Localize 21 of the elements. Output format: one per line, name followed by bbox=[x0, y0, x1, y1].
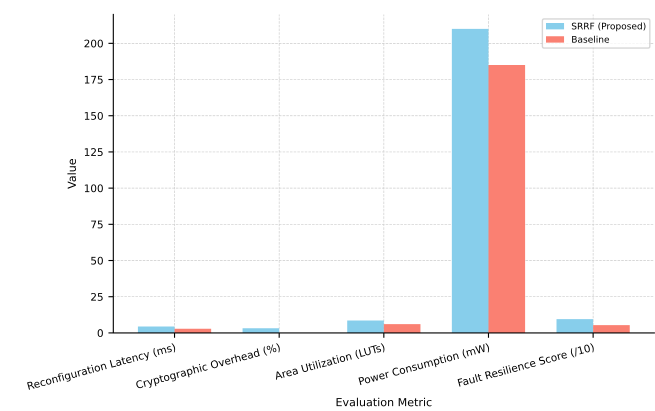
legend-label: SRRF (Proposed) bbox=[572, 22, 646, 32]
bar bbox=[138, 326, 175, 333]
bar bbox=[452, 28, 488, 333]
y-tick-label: 125 bbox=[84, 148, 103, 156]
bar bbox=[174, 328, 212, 333]
y-tick-label: 0 bbox=[98, 329, 103, 338]
bar bbox=[593, 325, 630, 333]
y-tick-label: 25 bbox=[91, 292, 103, 301]
y-tick-label: 200 bbox=[84, 40, 103, 48]
y-tick-label: 175 bbox=[84, 76, 103, 84]
bar bbox=[384, 324, 420, 333]
x-axis-title: Evaluation Metric bbox=[336, 398, 432, 406]
legend-label: Baseline bbox=[572, 36, 610, 43]
y-axis-title: Value bbox=[67, 158, 76, 189]
bar bbox=[556, 319, 594, 333]
bar bbox=[347, 320, 384, 333]
bar bbox=[488, 65, 526, 333]
y-tick-label: 75 bbox=[91, 220, 103, 228]
y-tick-label: 100 bbox=[84, 184, 103, 192]
y-tick-label: 50 bbox=[91, 256, 103, 265]
y-tick-label: 150 bbox=[84, 112, 103, 120]
